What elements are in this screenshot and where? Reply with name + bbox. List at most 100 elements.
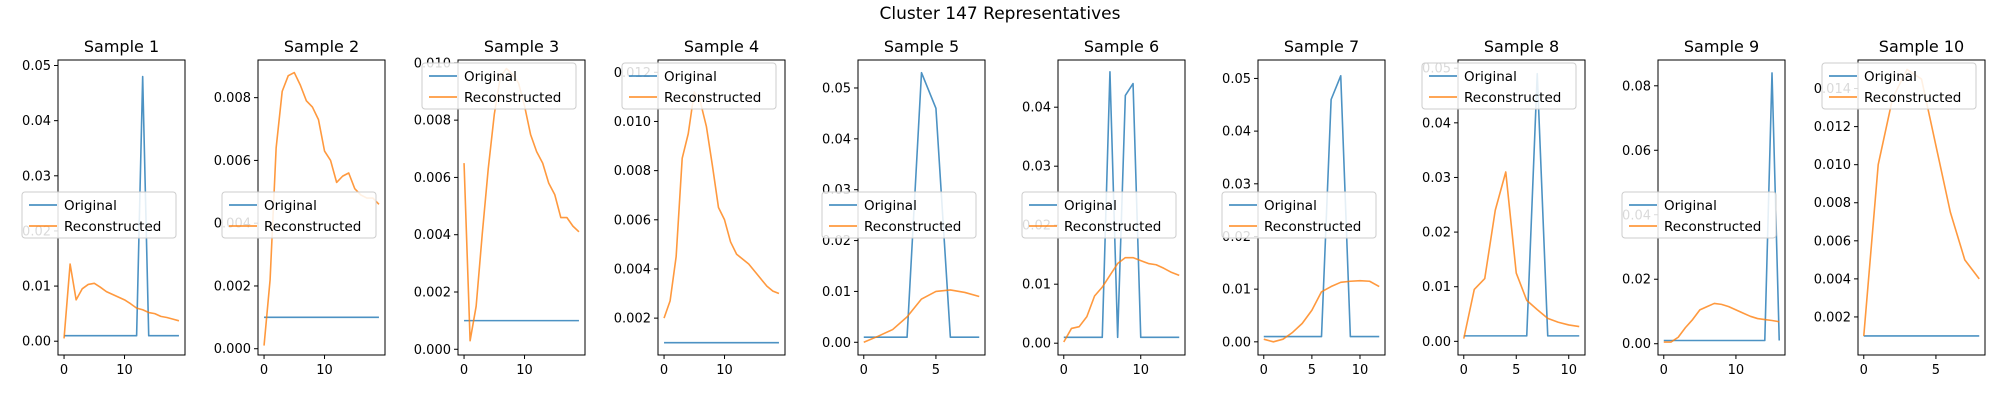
legend-label: Original	[1664, 198, 1717, 214]
legend: Original Reconstructed	[1621, 191, 1777, 239]
y-tick-label: 0.01	[1422, 280, 1451, 295]
y-tick-label: 0.002	[414, 285, 451, 300]
series-group	[1263, 75, 1380, 343]
legend-box	[221, 191, 377, 239]
series-line-reconstructed	[663, 91, 780, 319]
subplot-title: Sample 7	[1284, 37, 1359, 56]
y-tick-label: 0.05	[1222, 72, 1251, 87]
x-tick-label: 0	[1060, 363, 1068, 378]
y-tick-label: 0.03	[1222, 177, 1251, 192]
x-tick-label: 0	[660, 363, 668, 378]
axes-frame	[457, 59, 586, 356]
legend-label: Original	[1264, 198, 1317, 214]
axes-frame	[1857, 59, 1986, 356]
x-tick-label: 10	[516, 363, 533, 378]
y-tick-label: 0.00	[22, 335, 51, 350]
legend: Original Reconstructed	[21, 191, 177, 239]
y-tick-label: 0.00	[1622, 337, 1651, 352]
legend: Original Reconstructed	[1021, 191, 1177, 239]
legend-box	[1221, 191, 1377, 239]
series-group	[63, 75, 180, 339]
series-group	[663, 91, 780, 344]
x-tick-label: 0	[1460, 363, 1468, 378]
y-tick-label: 0.01	[1022, 278, 1051, 293]
series-line-reconstructed	[63, 263, 180, 339]
legend-label: Original	[1064, 198, 1117, 214]
y-tick-label: 0.006	[214, 154, 251, 169]
y-tick-label: 0.03	[1022, 160, 1051, 175]
subplot-6: Sample 60.000.010.020.030.04010OriginalR…	[1021, 37, 1186, 378]
y-tick-label: 0.04	[1022, 101, 1051, 116]
legend-label: Original	[464, 69, 517, 85]
legend-label: Reconstructed	[464, 90, 561, 106]
series-line-original	[1463, 72, 1580, 337]
legend-box	[1021, 191, 1177, 239]
y-tick-label: 0.002	[1814, 310, 1851, 325]
legend: Original Reconstructed	[1221, 191, 1377, 239]
legend-label: Original	[664, 69, 717, 85]
legend-label: Original	[1864, 69, 1917, 85]
subplot-title: Sample 5	[884, 37, 959, 56]
x-tick-label: 5	[932, 363, 940, 378]
y-tick-label: 0.04	[822, 132, 851, 147]
y-tick-label: 0.01	[822, 285, 851, 300]
x-tick-label: 10	[1132, 363, 1149, 378]
legend-box	[421, 62, 577, 110]
subplot-2: Sample 20.0000.0020.0040.0060.008010Orig…	[214, 37, 386, 378]
y-tick-label: 0.00	[1022, 337, 1051, 352]
x-tick-label: 0	[1860, 363, 1868, 378]
y-tick-label: 0.05	[22, 59, 51, 74]
subplot-3: Sample 30.0000.0020.0040.0060.0080.01001…	[414, 37, 586, 378]
subplot-10: Sample 10 0.002 0.004 0.006 0.008 0.010 0.012 0…	[1814, 37, 1986, 378]
subplot-title: Sample 10	[1879, 37, 1964, 56]
y-tick-label: 0.02	[1622, 273, 1651, 288]
x-tick-label: 10	[1728, 363, 1745, 378]
series-line-original	[64, 75, 179, 337]
y-tick-label: 0.006	[1814, 234, 1851, 249]
y-tick-label: 0.04	[22, 114, 51, 129]
legend-box	[621, 62, 777, 110]
axes-frame	[1457, 59, 1586, 356]
x-tick-label: 0	[460, 363, 468, 378]
subplot-4: Sample 40.0020.0040.0060.0080.0100.01201…	[614, 37, 786, 378]
y-tick-label: 0.004	[614, 262, 651, 277]
y-tick-label: 0.010	[614, 115, 651, 130]
x-tick-label: 5	[1512, 363, 1520, 378]
y-tick-label: 0.02	[1422, 226, 1451, 241]
x-tick-label: 5	[1932, 363, 1940, 378]
legend-label: Reconstructed	[1264, 219, 1361, 235]
x-tick-label: 10	[316, 363, 333, 378]
y-tick-label: 0.000	[214, 342, 251, 357]
legend-label: Reconstructed	[1864, 90, 1961, 106]
subplot-1: Sample 10.000.010.020.030.040.05010Origi…	[21, 37, 186, 378]
series-line-reconstructed	[1263, 279, 1380, 343]
legend-label: Reconstructed	[864, 219, 961, 235]
y-tick-label: 0.00	[1422, 335, 1451, 350]
y-tick-label: 0.04	[1222, 125, 1251, 140]
series-line-original	[1263, 75, 1380, 338]
subplot-title: Sample 3	[484, 37, 559, 56]
series-group	[863, 71, 980, 344]
axes-frame	[657, 59, 786, 356]
legend: Original Reconstructed	[221, 191, 377, 239]
y-tick-label: 0.05	[822, 81, 851, 96]
y-tick-label: 0.002	[614, 312, 651, 327]
subplot-title: Sample 4	[684, 37, 759, 56]
legend-label: Reconstructed	[664, 90, 761, 106]
x-tick-label: 0	[60, 363, 68, 378]
subplot-8: Sample 80.000.010.020.030.040.050510Orig…	[1421, 37, 1586, 378]
series-line-reconstructed	[1462, 171, 1580, 339]
legend-box	[21, 191, 177, 239]
series-line-reconstructed	[1663, 302, 1780, 343]
figure-title: Cluster 147 Representatives	[879, 4, 1121, 24]
y-tick-label: 0.01	[22, 280, 51, 295]
y-tick-label: 0.008	[1814, 196, 1851, 211]
legend-label: Reconstructed	[1464, 90, 1561, 106]
subplot-5: Sample 50.000.010.020.030.040.050 5Origin…	[821, 37, 986, 378]
legend-box	[1821, 62, 1977, 110]
y-tick-label: 0.012	[1814, 120, 1851, 135]
y-tick-label: 0.004	[1814, 272, 1851, 287]
x-tick-label: 10	[716, 363, 733, 378]
legend-label: Reconstructed	[1064, 219, 1161, 235]
subplot-9: Sample 90.000.020.040.060.08010OriginalR…	[1621, 37, 1786, 378]
